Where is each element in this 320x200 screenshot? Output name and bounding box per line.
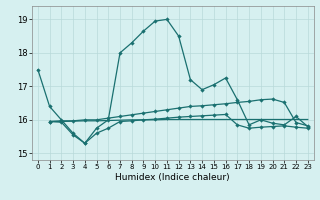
X-axis label: Humidex (Indice chaleur): Humidex (Indice chaleur): [116, 173, 230, 182]
